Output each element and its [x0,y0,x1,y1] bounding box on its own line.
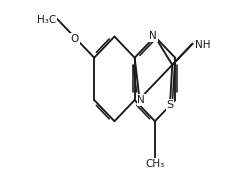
Text: CH₃: CH₃ [145,159,164,169]
Text: O: O [71,34,79,44]
Text: NH: NH [195,40,211,50]
Text: N: N [137,95,145,105]
Text: N: N [149,31,157,41]
Text: H₃C: H₃C [37,15,56,24]
Text: S: S [166,100,173,110]
